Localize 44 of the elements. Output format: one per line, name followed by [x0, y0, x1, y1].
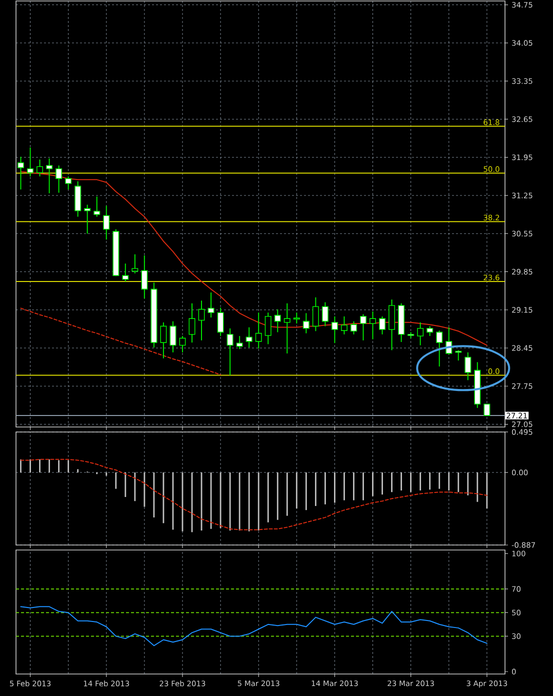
candlestick — [36, 159, 44, 177]
candlestick — [284, 302, 290, 354]
candlestick — [312, 296, 319, 332]
candlestick — [379, 316, 386, 335]
candlestick — [293, 312, 300, 324]
candlestick — [484, 404, 490, 416]
candlestick — [198, 300, 205, 341]
candlestick — [274, 308, 281, 333]
candlestick — [160, 322, 167, 359]
candlestick — [302, 312, 310, 334]
candlestick — [331, 316, 338, 344]
candlestick — [246, 326, 252, 348]
candlestick — [56, 165, 62, 194]
candlestick — [455, 350, 462, 362]
candlestick — [426, 326, 434, 337]
candlestick — [208, 292, 214, 318]
candlestick — [84, 204, 91, 234]
candlestick — [217, 307, 224, 337]
candlestick — [179, 336, 186, 353]
candlestick — [370, 311, 376, 340]
candlestick — [226, 328, 234, 376]
candlestick — [436, 330, 443, 368]
candlestick — [103, 205, 110, 240]
candlestick — [264, 312, 272, 345]
candlestick — [132, 254, 138, 274]
candlestick — [46, 158, 53, 194]
candlestick — [417, 322, 424, 346]
candlestick — [188, 302, 196, 344]
candlestick — [360, 314, 366, 341]
candlestick — [170, 320, 176, 353]
candlestick — [236, 336, 243, 350]
line-series — [20, 308, 222, 376]
candlestick — [141, 254, 148, 299]
candlestick — [322, 302, 328, 327]
candlestick — [122, 263, 129, 282]
candlestick — [464, 352, 472, 381]
candlestick — [27, 147, 34, 177]
candlestick — [255, 312, 262, 350]
candlestick — [18, 156, 24, 190]
candlestick — [94, 196, 100, 218]
candlestick — [388, 299, 396, 351]
candlestick — [350, 320, 357, 335]
candlestick — [65, 176, 72, 190]
candlestick — [340, 316, 348, 335]
